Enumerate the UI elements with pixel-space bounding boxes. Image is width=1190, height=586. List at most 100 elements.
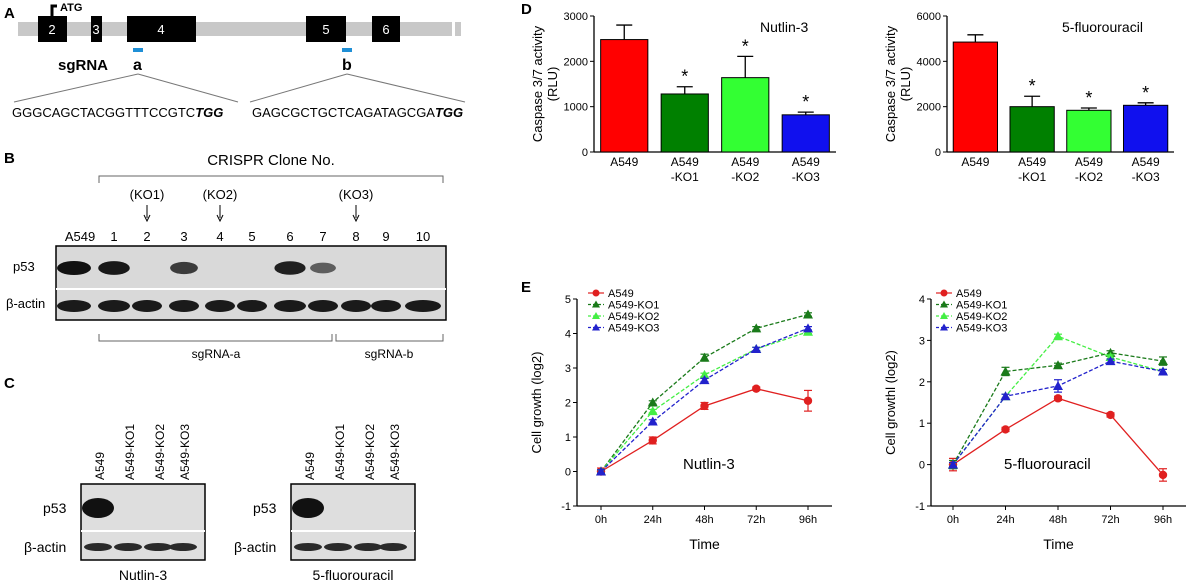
down-arrow-head-icon (216, 214, 224, 223)
blot-caption-nutlin-3: Nutlin-3 (119, 567, 167, 583)
panel-label-b: B (4, 150, 15, 167)
y-tick-label: -1 (561, 501, 571, 513)
y-tick-label: 0 (565, 467, 571, 479)
blots-c: A549 A549-KO1 A549-KO2 A549-KO3 p53 β-actin Nu… (24, 424, 416, 583)
exon-5 (306, 16, 346, 42)
y-tick-label: 2 (919, 377, 925, 389)
sgrna-b-marker (342, 48, 352, 52)
y-axis-label: Cell growth (log2) (529, 352, 544, 454)
bar-chart-nutlin: 0100020003000A549*A549-KO1*A549-KO2*A549… (530, 11, 836, 184)
p53-band (170, 261, 198, 275)
legend-marker (940, 300, 948, 308)
seq-a-guide: GGGCAGCTACGGTTTCCGTC (12, 105, 195, 120)
y-axis-label: (RLU) (545, 67, 560, 102)
x-tick-label: A549 (610, 155, 638, 169)
legend-label-a549-ko2: A549-KO2 (956, 311, 1007, 323)
zoom-line-b-right (346, 73, 466, 103)
actin-band (144, 543, 172, 551)
down-arrow-head-icon (143, 214, 151, 223)
lane-label-a549-ko1: A549-KO1 (123, 424, 137, 480)
zoom-line-b-left (249, 73, 348, 103)
group-label-sgrna-a: sgRNA-a (192, 347, 241, 361)
y-tick-label: 4 (919, 294, 925, 306)
blot-bands-b (57, 261, 441, 312)
x-tick-label: -KO3 (792, 170, 820, 184)
data-point-a549-ko3 (1053, 380, 1063, 390)
data-point-a549-ko3 (596, 466, 606, 476)
legend-label-a549-ko2: A549-KO2 (608, 311, 659, 323)
data-point-a549-ko1 (1158, 356, 1168, 366)
actin-band (169, 300, 199, 312)
y-axis-label: Caspase 3/7 activity (530, 25, 545, 142)
x-tick-label-72h: 72h (747, 514, 765, 526)
series-line-a549-ko1 (600, 313, 809, 472)
row-label-p53-c: p53 (253, 500, 277, 516)
panel-d: D 0100020003000A549*A549-KO1*A549-KO2*A5… (521, 1, 1174, 184)
exon-4-label: 4 (157, 22, 164, 37)
x-tick-label-96h: 96h (1154, 514, 1172, 526)
seq-a: GGGCAGCTACGGTTTCCGTCTGG (12, 105, 223, 120)
significance-star: * (1085, 88, 1092, 108)
panel-label-c: C (4, 375, 15, 392)
significance-star: * (742, 36, 749, 56)
p53-band (82, 498, 114, 518)
bar-a549-ko2 (721, 77, 770, 153)
actin-band (98, 300, 130, 312)
bar-a549-ko3 (781, 114, 830, 153)
y-tick-label: 1000 (564, 102, 588, 114)
gene-backbone-tail-2 (455, 22, 461, 36)
lane-label-10: 10 (416, 229, 430, 244)
atg-label: ATG (60, 2, 82, 14)
x-tick-label: -KO2 (731, 170, 759, 184)
x-axis-label: Time (689, 536, 720, 552)
atg-arrow-icon (50, 4, 57, 16)
lane-label-a549-ko3: A549-KO3 (178, 424, 192, 480)
zoom-line-a-right (137, 73, 239, 103)
gene-backbone-tail-1 (448, 22, 452, 36)
ko-label-ko1: (KO1) (130, 187, 165, 202)
panel-label-a: A (4, 5, 15, 22)
actin-band (84, 543, 112, 551)
p53-band (98, 261, 130, 275)
actin-band (57, 300, 91, 312)
sgrna-a-marker (133, 48, 143, 52)
legend-marker (592, 312, 600, 319)
ko-annotations: (KO1) (KO2) (KO3) (130, 187, 374, 223)
legend-label-a549: A549 (608, 288, 634, 300)
x-tick-label-0h: 0h (947, 514, 959, 526)
legend-marker (940, 323, 948, 331)
bar-a549-ko1 (660, 93, 709, 153)
lane-label-2: 2 (143, 229, 150, 244)
data-point-a549-ko3 (1158, 366, 1168, 376)
data-point-a549-ko2 (1053, 331, 1063, 341)
lane-label-a549: A549 (303, 452, 317, 480)
significance-star: * (1029, 76, 1036, 96)
site-a-label: a (133, 57, 142, 74)
y-axis-label: Caspase 3/7 activity (883, 25, 898, 142)
actin-band (324, 543, 352, 551)
legend-marker (592, 323, 600, 331)
bar-a549-ko3 (1122, 104, 1169, 153)
y-tick-label: 0 (935, 147, 941, 159)
row-label-p53-b: p53 (13, 259, 35, 274)
exon-3 (91, 16, 102, 42)
x-tick-label: A549 (731, 155, 759, 169)
legend-label-a549-ko3: A549-KO3 (608, 323, 659, 335)
data-point-a549 (752, 384, 761, 393)
y-tick-label: 3000 (564, 11, 588, 23)
x-tick-label: A549 (1075, 155, 1103, 169)
actin-band (354, 543, 382, 551)
x-tick-label-96h: 96h (799, 514, 817, 526)
actin-band (405, 300, 441, 312)
actin-band (169, 543, 197, 551)
panel-b: B CRISPR Clone No. (KO1) (KO2) (KO3) A549 1… (4, 150, 447, 361)
y-tick-label: 2 (565, 398, 571, 410)
ko-label-ko3: (KO3) (339, 187, 374, 202)
exon-4 (127, 16, 196, 42)
lane-label-1: 1 (110, 229, 117, 244)
actin-band (341, 300, 371, 312)
y-tick-label: 6000 (917, 11, 941, 23)
